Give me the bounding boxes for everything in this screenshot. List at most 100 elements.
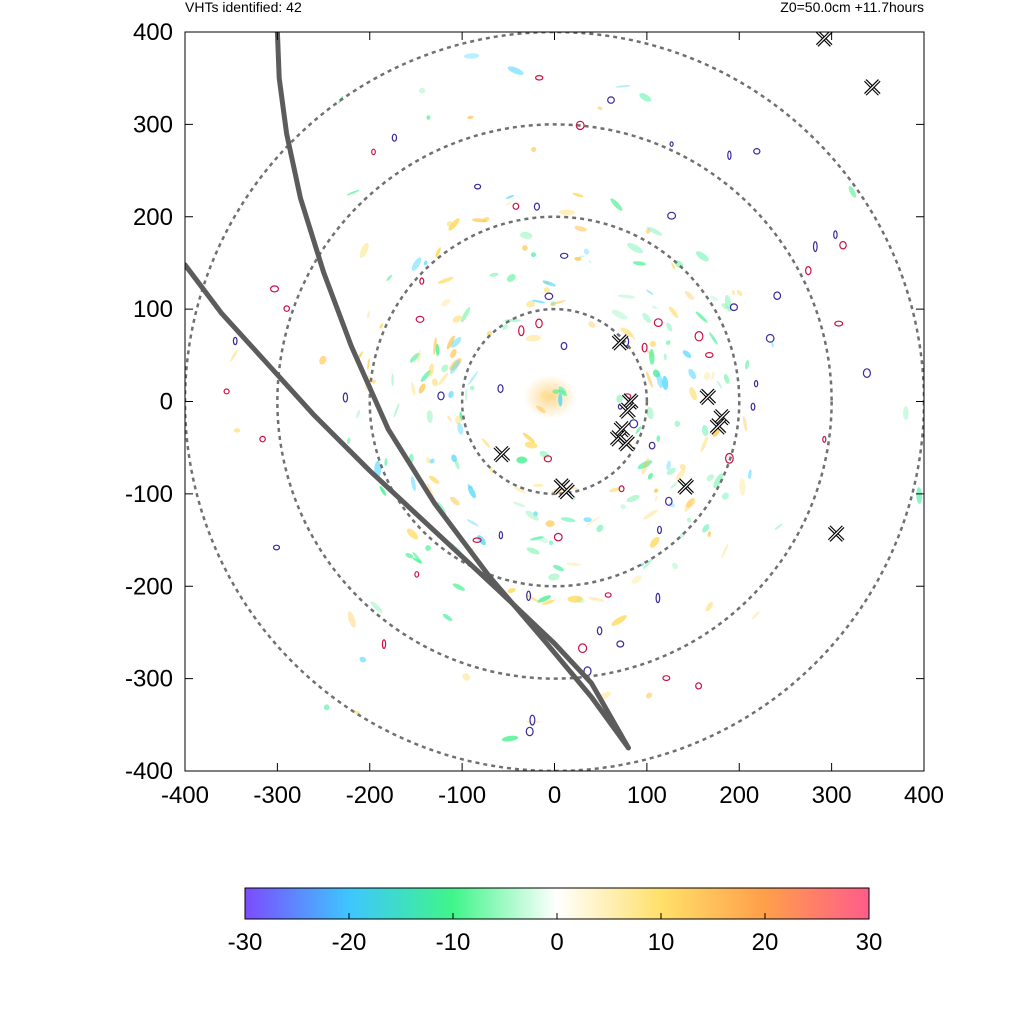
field-streak [417, 349, 421, 363]
field-streak [610, 198, 623, 211]
field-streak [626, 328, 636, 341]
field-streak [455, 415, 461, 425]
field-streak [442, 613, 453, 622]
field-streak [526, 547, 540, 555]
y-tick-label: 100 [133, 296, 173, 323]
field-streak [700, 435, 709, 452]
contour-loop [437, 391, 445, 401]
contour-loop [223, 388, 230, 395]
colorbar-ticks: -30 -20 -10 0 10 20 30 [228, 913, 882, 956]
contour-loop [283, 305, 291, 312]
field-streak [774, 523, 783, 530]
contour-loop [607, 96, 615, 104]
x-tick-label: 400 [904, 782, 944, 809]
contour-loop [415, 315, 425, 323]
x-tick-label: 200 [719, 782, 759, 809]
vht-marker-core [700, 389, 716, 405]
field-streak [454, 459, 460, 470]
field-streak [356, 409, 361, 419]
field-streak [440, 298, 451, 307]
field-streak [709, 332, 718, 345]
field-streak [393, 402, 400, 418]
center-blob [523, 374, 576, 419]
x-tick-label: -200 [346, 782, 394, 809]
y-tick-label: 0 [160, 389, 173, 416]
field-streak [553, 564, 564, 572]
plot-area [185, 32, 924, 771]
field-streak [579, 255, 585, 258]
field-streak [426, 115, 431, 120]
field-streak [524, 441, 538, 449]
field-streak [643, 557, 654, 570]
field-streak [674, 420, 681, 427]
contour-loop [750, 402, 756, 411]
contour-loop [833, 230, 838, 240]
field-streak [684, 291, 695, 301]
field-streak [671, 262, 676, 270]
field-streak [230, 349, 238, 362]
vht-marker [677, 478, 694, 495]
run-info-label: Z0=50.0cm +11.7hours [780, 0, 924, 15]
vht-marker-core [559, 483, 574, 499]
y-tick-label: -200 [125, 573, 173, 600]
field-streak [705, 601, 713, 612]
colorbar-tick-label: -30 [228, 929, 263, 956]
field-streak [429, 458, 435, 464]
contour-loop [497, 384, 504, 394]
contour-loop [667, 211, 677, 220]
vht-marker [619, 402, 636, 419]
field-streak [588, 321, 596, 328]
range-ring [460, 307, 649, 496]
field-streak [418, 87, 426, 94]
field-streak [505, 201, 512, 206]
contour-loop [272, 544, 281, 551]
field-streak [617, 294, 636, 299]
field-streak [686, 517, 692, 523]
field-streak [721, 303, 730, 310]
field-streak [574, 256, 582, 261]
field-streak [626, 495, 640, 503]
field-streak [533, 483, 544, 487]
vht-marker-core [710, 418, 726, 434]
field-streak [540, 392, 547, 399]
field-streak [448, 390, 454, 399]
field-streak [525, 334, 541, 342]
field-streak [418, 383, 426, 394]
field-streak [646, 371, 653, 388]
field-streak [467, 370, 479, 386]
field-streak [411, 257, 422, 271]
field-streak [695, 251, 709, 262]
field-streak [682, 350, 692, 358]
field-streak [507, 588, 516, 593]
y-tick-label: -400 [125, 758, 173, 785]
field-streak [637, 460, 653, 470]
field-streak [233, 428, 241, 433]
range-rings [185, 32, 924, 771]
field-streak [558, 393, 563, 407]
field-streak [627, 242, 643, 254]
field-streak [412, 557, 423, 564]
field-streak [672, 562, 678, 570]
field-streak [654, 496, 658, 502]
vht-marker-core [714, 409, 730, 425]
contour-loop [655, 592, 661, 604]
field-streak [713, 473, 724, 489]
vht-marker [609, 430, 627, 447]
contour-loop [662, 675, 671, 682]
field-streak [609, 487, 621, 493]
field-streak [558, 386, 567, 394]
field-streak [916, 487, 923, 504]
field-streak [662, 376, 669, 390]
field-streak [597, 106, 603, 110]
field-streak [549, 392, 559, 398]
field-streak [550, 300, 566, 305]
field-streak [319, 355, 327, 365]
field-streak [703, 372, 711, 381]
field-streak [689, 387, 697, 401]
contour-loop [474, 183, 482, 190]
vht-marker [864, 79, 881, 96]
field-streak [435, 343, 440, 356]
field-streak [539, 450, 550, 459]
field-streak [666, 322, 673, 332]
contour-loop [553, 532, 563, 542]
